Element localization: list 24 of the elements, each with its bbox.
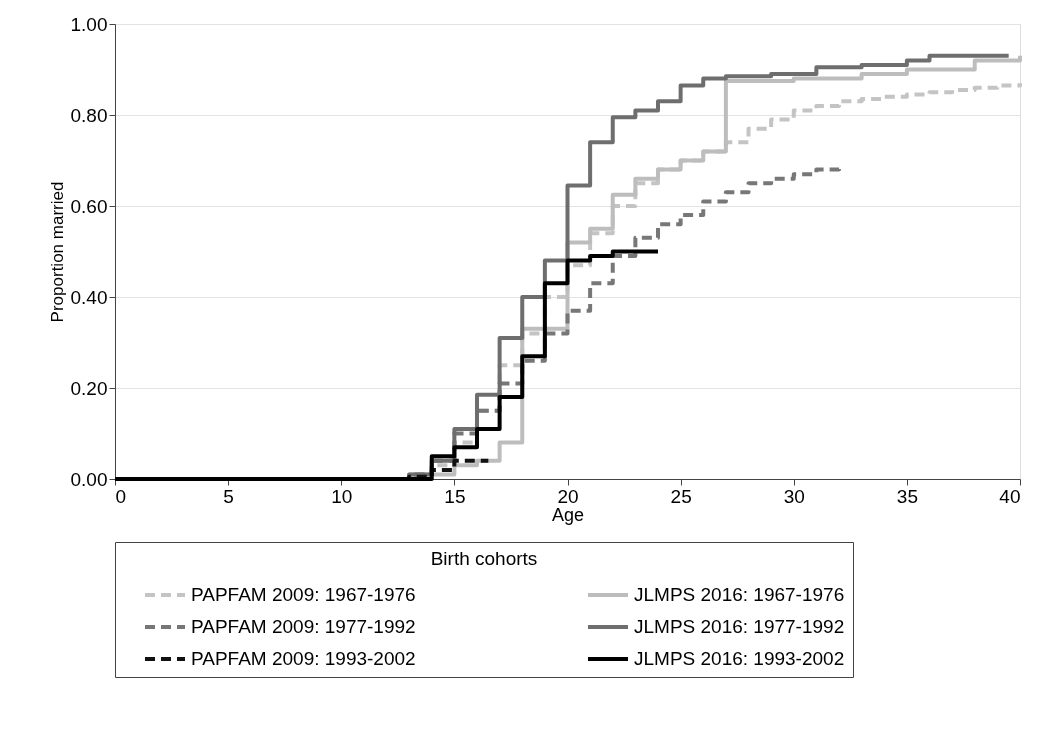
y-tick-label: 0.00 [70, 468, 108, 490]
x-tick-label: 0 [115, 485, 127, 507]
y-tick-label: 1.00 [70, 13, 108, 35]
legend-label: JLMPS 2016: 1967-1976 [634, 584, 845, 605]
x-tick-label: 20 [557, 485, 579, 507]
x-tick-label: 40 [999, 485, 1021, 507]
x-tick-label: 35 [896, 485, 918, 507]
y-tick-label: 0.80 [70, 104, 108, 126]
x-tick-label: 30 [783, 485, 805, 507]
x-axis-title: Age [551, 504, 585, 525]
y-tick-label: 0.40 [70, 286, 108, 308]
legend-label: PAPFAM 2009: 1993-2002 [191, 648, 416, 669]
x-tick-label: 15 [444, 485, 466, 507]
legend-label: PAPFAM 2009: 1967-1976 [191, 584, 416, 605]
y-tick-label: 0.60 [70, 195, 108, 217]
legend-label: PAPFAM 2009: 1977-1992 [191, 616, 416, 637]
legend-label: JLMPS 2016: 1977-1992 [634, 616, 845, 637]
legend-title: Birth cohorts [430, 548, 538, 569]
y-axis-title: Proportion married [47, 181, 67, 323]
y-tick-label: 0.20 [70, 377, 108, 399]
x-tick-label: 10 [331, 485, 353, 507]
x-tick-label: 5 [223, 485, 234, 507]
x-tick-label: 25 [670, 485, 692, 507]
legend-label: JLMPS 2016: 1993-2002 [634, 648, 845, 669]
